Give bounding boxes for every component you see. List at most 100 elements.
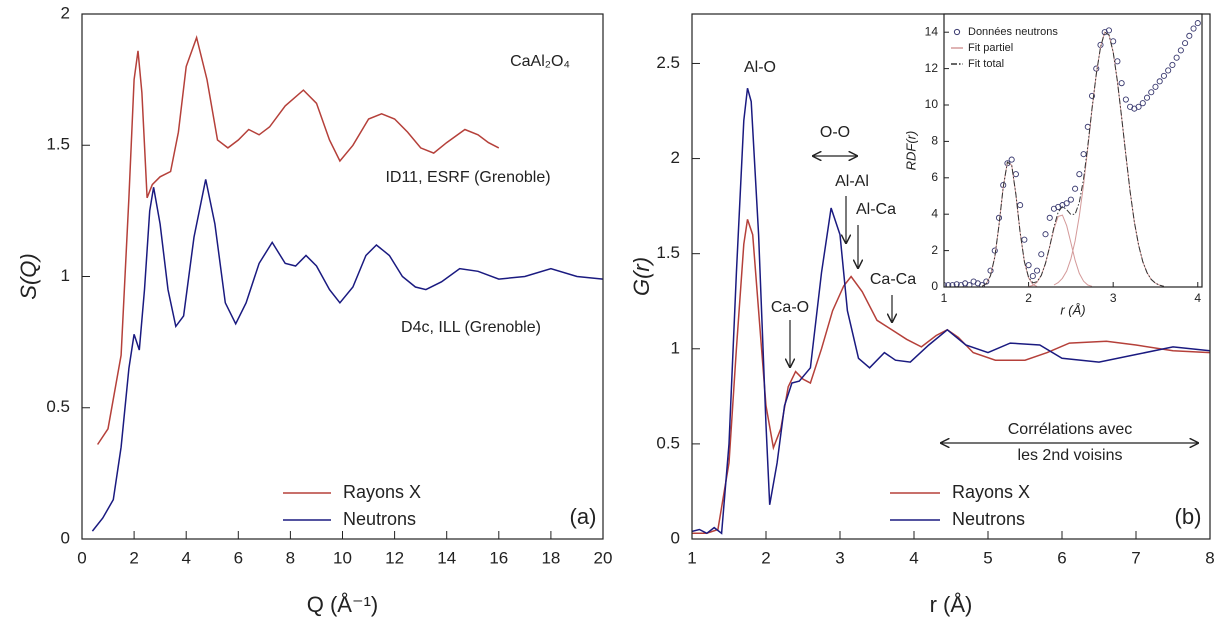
data-point bbox=[991, 247, 998, 254]
data-point bbox=[995, 214, 1003, 221]
data-point bbox=[1190, 25, 1197, 32]
y-tick-label: 6 bbox=[931, 170, 938, 184]
x-tick-label: 6 bbox=[1057, 548, 1066, 567]
x-tick-label: 2 bbox=[129, 548, 138, 567]
annotation: Ca-O bbox=[771, 299, 809, 316]
y-tick-label: 1 bbox=[61, 266, 70, 285]
x-tick-label: 1 bbox=[687, 548, 696, 567]
series-line bbox=[96, 35, 500, 445]
x-tick-label: 8 bbox=[286, 548, 295, 567]
series-line bbox=[91, 179, 603, 532]
x-tick-label: 7 bbox=[1131, 548, 1140, 567]
data-point bbox=[987, 267, 994, 274]
y-tick-label: 1.5 bbox=[656, 243, 680, 262]
legend-label: Neutrons bbox=[952, 509, 1025, 529]
y-tick-label: 0 bbox=[61, 528, 70, 547]
data-point bbox=[1072, 185, 1079, 192]
data-point bbox=[1122, 96, 1129, 103]
data-point bbox=[1165, 67, 1172, 74]
legend-label: Fit total bbox=[968, 58, 1004, 70]
data-point bbox=[1148, 89, 1155, 96]
y-tick-label: 14 bbox=[925, 24, 939, 38]
x-tick-label: 12 bbox=[385, 548, 404, 567]
y-tick-label: 1.5 bbox=[46, 135, 70, 154]
annotation: ID11, ESRF (Grenoble) bbox=[385, 169, 550, 186]
legend-label: Rayons X bbox=[343, 482, 421, 502]
x-tick-label: 16 bbox=[489, 548, 508, 567]
data-point bbox=[1080, 151, 1087, 158]
y-axis-label: G(r) bbox=[629, 257, 654, 296]
panel: 0 2 4 6 8 10 12 14 16 18 20 0 0.5 1 1.5 2 Q (Å⁻¹) S(Q) Ray… bbox=[16, 3, 613, 616]
plot-area bbox=[944, 20, 1201, 287]
data-point bbox=[1038, 251, 1045, 258]
data-point bbox=[1008, 156, 1015, 163]
x-tick-label: 1 bbox=[941, 291, 948, 305]
y-tick-label: 12 bbox=[925, 61, 939, 75]
data-point bbox=[1160, 72, 1167, 79]
plot-area bbox=[692, 87, 1210, 535]
data-point bbox=[966, 282, 973, 287]
y-axis-label: S(Q) bbox=[16, 253, 41, 299]
x-tick-label: 8 bbox=[1205, 548, 1214, 567]
frame bbox=[943, 13, 1203, 288]
x-tick-label: 4 bbox=[909, 548, 918, 567]
x-tick-label: 6 bbox=[234, 548, 243, 567]
x-tick-label: 10 bbox=[333, 548, 352, 567]
inset-background bbox=[944, 14, 1202, 287]
annotation: (a) bbox=[570, 504, 597, 529]
data-point bbox=[1143, 94, 1151, 101]
legend-label: Fit partiel bbox=[968, 42, 1013, 54]
annotation: Corrélations avec bbox=[1008, 421, 1133, 438]
y-tick-label: 2 bbox=[931, 243, 938, 257]
y-axis-label: RDF(r) bbox=[903, 131, 918, 171]
data-point bbox=[1033, 267, 1041, 274]
data-point bbox=[1021, 236, 1028, 243]
data-point bbox=[1177, 47, 1184, 54]
data-point bbox=[949, 282, 956, 287]
y-tick-label: 2.5 bbox=[656, 53, 680, 72]
x-tick-label: 20 bbox=[594, 548, 613, 567]
y-tick-label: 0 bbox=[671, 528, 680, 547]
x-axis-label: r (Å) bbox=[930, 592, 973, 617]
data-point bbox=[1139, 100, 1146, 107]
y-tick-label: 0.5 bbox=[656, 433, 680, 452]
data-point bbox=[945, 282, 952, 287]
y-tick-label: 1 bbox=[671, 338, 680, 357]
data-point bbox=[1182, 40, 1189, 47]
y-tick-label: 2 bbox=[61, 3, 70, 22]
annotation: Ca-Ca bbox=[870, 271, 916, 288]
data-point bbox=[1067, 196, 1074, 203]
data-point bbox=[1169, 61, 1176, 69]
x-tick-label: 0 bbox=[77, 548, 86, 567]
x-tick-label: 4 bbox=[1194, 291, 1201, 305]
x-axis-label: Q (Å⁻¹) bbox=[307, 592, 379, 617]
x-axis-label: r (Å) bbox=[1060, 302, 1085, 317]
y-tick-label: 8 bbox=[931, 134, 938, 148]
x-tick-label: 2 bbox=[761, 548, 770, 567]
y-tick-label: 2 bbox=[671, 148, 680, 167]
x-tick-label: 18 bbox=[541, 548, 560, 567]
data-point bbox=[1025, 262, 1032, 269]
x-tick-label: 5 bbox=[983, 548, 992, 567]
annotation: CaAl₂O₄ bbox=[510, 53, 570, 70]
data-point bbox=[1076, 171, 1083, 178]
x-tick-label: 14 bbox=[437, 548, 456, 567]
x-tick-label: 3 bbox=[1110, 291, 1117, 305]
data-point bbox=[1194, 20, 1201, 27]
annotation: Al-Ca bbox=[856, 201, 896, 218]
y-tick-label: 4 bbox=[931, 206, 938, 220]
annotation: Al-Al bbox=[835, 173, 869, 190]
plot-area bbox=[91, 35, 603, 532]
data-point bbox=[1173, 54, 1180, 61]
legend-marker bbox=[953, 28, 961, 36]
series-line bbox=[981, 31, 1165, 287]
y-tick-label: 0.5 bbox=[46, 397, 70, 416]
data-point bbox=[1118, 80, 1125, 87]
data-point bbox=[1152, 83, 1159, 90]
data-point bbox=[1046, 214, 1053, 221]
data-point bbox=[1063, 200, 1070, 207]
x-tick-label: 3 bbox=[835, 548, 844, 567]
data-point bbox=[1088, 92, 1096, 99]
annotation: Al-O bbox=[744, 59, 776, 76]
